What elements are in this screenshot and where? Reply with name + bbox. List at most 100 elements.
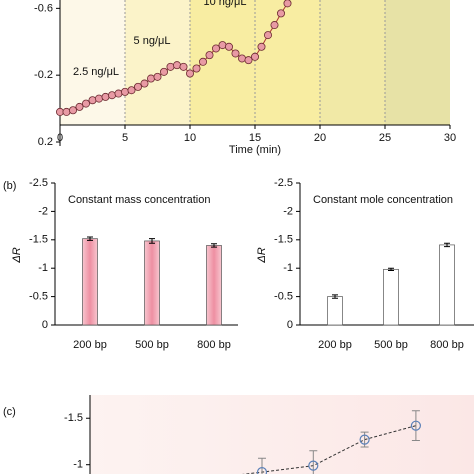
y-tick-label: -2.5 xyxy=(274,177,293,189)
y-tick-label: -1.5 xyxy=(29,234,48,246)
y-axis-label: ΔR xyxy=(11,247,23,263)
point xyxy=(121,87,130,96)
y-axis-label: ΔR xyxy=(256,247,268,263)
annotation: 2.5 ng/μL xyxy=(73,66,119,78)
bar xyxy=(144,240,160,326)
error-bar xyxy=(211,243,217,248)
x-tick-label: 200 bp xyxy=(73,339,107,351)
point xyxy=(166,62,175,71)
point xyxy=(69,106,78,115)
y-tick-label: -0.2 xyxy=(34,69,53,81)
error-bar xyxy=(388,267,394,271)
y-tick-label: -2.5 xyxy=(29,177,48,189)
point xyxy=(75,102,84,111)
error-bar xyxy=(149,238,155,244)
x-tick-label: 10 xyxy=(184,132,196,144)
x-tick-label: 25 xyxy=(379,132,391,144)
x-tick-label: 500 bp xyxy=(135,339,169,351)
region xyxy=(255,0,320,125)
point xyxy=(211,44,220,53)
error-bar xyxy=(332,294,338,299)
point xyxy=(140,79,149,88)
y-tick-label: -1 xyxy=(283,262,293,274)
point xyxy=(198,57,207,66)
point xyxy=(114,89,123,98)
annotation: 10 ng/μL xyxy=(203,0,246,8)
region xyxy=(125,0,190,125)
error-bar xyxy=(411,410,420,442)
point xyxy=(359,434,370,445)
point xyxy=(270,21,279,30)
point xyxy=(276,9,285,18)
point xyxy=(153,72,162,81)
error-bar xyxy=(87,236,93,241)
x-tick-label: 5 xyxy=(122,132,128,144)
point xyxy=(62,107,71,116)
x-tick-label: 200 bp xyxy=(318,339,352,351)
point xyxy=(192,64,201,73)
point xyxy=(82,99,91,108)
point xyxy=(308,460,319,471)
point xyxy=(159,67,168,76)
x-tick-label: 500 bp xyxy=(374,339,408,351)
point xyxy=(283,0,292,8)
bar xyxy=(327,296,343,326)
y-tick-label: -0.5 xyxy=(29,291,48,303)
y-tick-label: 0 xyxy=(287,319,293,331)
point xyxy=(205,51,214,60)
y-tick-label: -2 xyxy=(38,205,48,217)
error-bar xyxy=(309,450,318,474)
bar xyxy=(206,245,222,326)
point xyxy=(185,69,194,78)
annotation: 5 ng/μL xyxy=(134,35,171,47)
y-tick-label: -0.5 xyxy=(274,291,293,303)
point xyxy=(244,56,253,65)
error-bar xyxy=(444,242,450,248)
point xyxy=(88,96,97,105)
error-bar xyxy=(258,457,266,474)
point xyxy=(263,31,272,40)
y-tick-label: -0.6 xyxy=(34,2,53,14)
x-tick-label: 15 xyxy=(249,132,261,144)
chart-title: Constant mass concentration xyxy=(68,194,210,206)
point xyxy=(133,82,142,91)
y-tick-label: 0 xyxy=(42,319,48,331)
bar xyxy=(383,268,399,326)
x-tick-label: 800 bp xyxy=(197,339,231,351)
x-tick-label: 20 xyxy=(314,132,326,144)
chart-title: Constant mole concentration xyxy=(313,194,453,206)
point xyxy=(257,42,266,51)
point xyxy=(231,49,240,58)
point xyxy=(256,467,268,474)
x-tick-label: 30 xyxy=(444,132,456,144)
point xyxy=(146,74,155,83)
point xyxy=(101,92,110,101)
point xyxy=(410,420,421,431)
point xyxy=(127,86,136,95)
point xyxy=(108,91,117,100)
x-axis-label: Time (min) xyxy=(229,144,281,156)
point xyxy=(179,62,188,71)
panel-label: (b) xyxy=(3,180,16,192)
bar xyxy=(82,238,98,326)
y-tick-label: -1 xyxy=(38,262,48,274)
region xyxy=(320,0,385,125)
point xyxy=(172,61,181,70)
y-tick-label: -1.5 xyxy=(64,412,83,424)
region xyxy=(385,0,450,125)
y-tick-label: -2 xyxy=(283,205,293,217)
point xyxy=(250,52,259,61)
x-tick-label: 800 bp xyxy=(430,339,464,351)
bar xyxy=(439,244,455,326)
point xyxy=(224,42,233,51)
y-tick-label: -1 xyxy=(73,459,83,471)
x-tick-label: 0 xyxy=(57,132,63,144)
panel-label: (c) xyxy=(3,406,16,418)
region xyxy=(60,0,125,125)
plot-background xyxy=(90,395,474,474)
y-tick-label: -1.5 xyxy=(274,234,293,246)
point xyxy=(95,94,104,103)
point xyxy=(237,54,246,63)
y-tick-label: 0.2 xyxy=(38,136,53,148)
